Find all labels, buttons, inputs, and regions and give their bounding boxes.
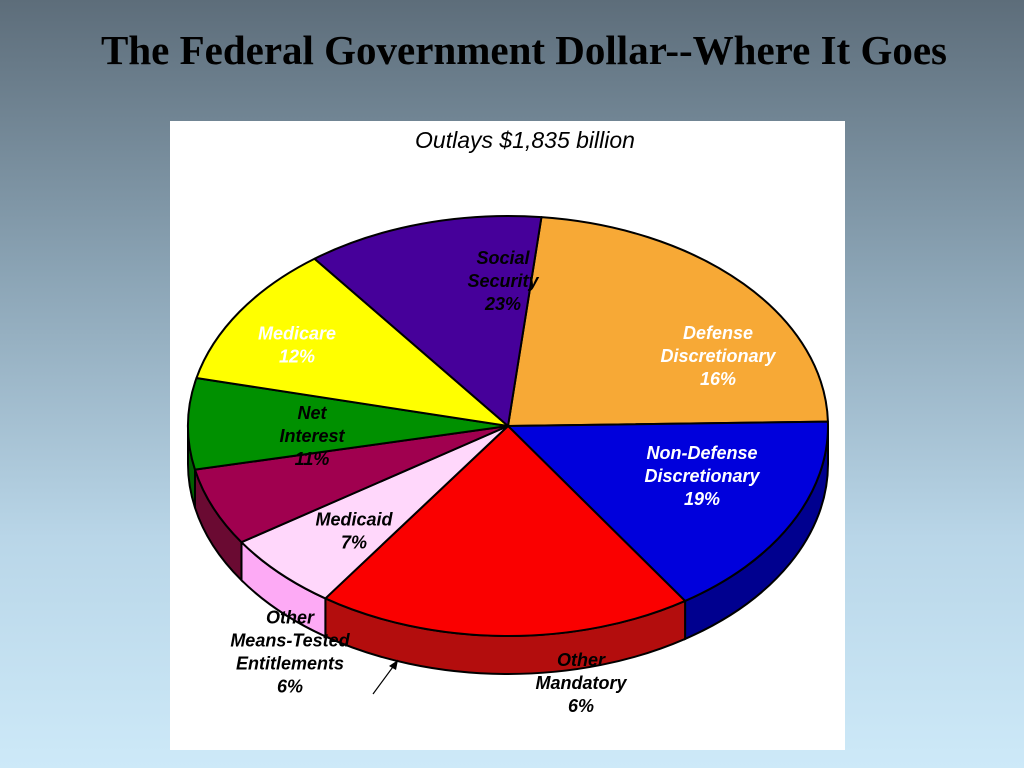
pie-label-net-interest: Net Interest 11% (279, 403, 345, 469)
pie-label-line: Discretionary (644, 466, 760, 486)
pie-label-line: 6% (277, 677, 303, 697)
chart-title: Outlays $1,835 billion (415, 127, 635, 153)
label-pointer-arrowhead (389, 660, 398, 670)
pie-slice-social-security (507, 216, 829, 427)
pie-label-line: Means-Tested (230, 631, 350, 651)
pie-label-line: Security (467, 271, 539, 291)
pie-label-line: Medicare (258, 324, 336, 344)
pie-slice-other-means-tested-entitlements (193, 425, 509, 544)
pie-label-non-defense-discretionary: Non-Defense Discretionary 19% (644, 443, 760, 509)
slide-title: The Federal Government Dollar--Where It … (100, 27, 947, 73)
pie-label-other-means-tested-entitlements: Other Means-Tested Entitlements 6% (230, 608, 350, 697)
pie-label-line: Discretionary (660, 346, 776, 366)
pie-label-line: 7% (341, 533, 367, 553)
pie-slice-other-mandatory (240, 425, 509, 600)
pie-label-line: Medicaid (315, 510, 393, 530)
pie-chart: Outlays $1,835 billion Social Security 23%… (187, 127, 829, 716)
pie-label-line: Entitlements (236, 654, 344, 674)
chart-panel: Outlays $1,835 billion Social Security 23%… (170, 121, 845, 750)
pie-labels: Social Security 23% Defense Discretionary 16%… (230, 248, 776, 716)
pie-label-line: 6% (568, 696, 594, 716)
pie-label-line: Mandatory (535, 673, 627, 693)
pie-label-other-mandatory: Other Mandatory 6% (535, 650, 627, 716)
pie-slice-net-interest (195, 257, 509, 427)
pie-label-line: Defense (683, 323, 753, 343)
pie-label-medicaid: Medicaid 7% (315, 510, 393, 553)
pie-slices (187, 215, 829, 637)
pie-label-line: 16% (700, 369, 736, 389)
pie-slice-medicare (313, 215, 543, 427)
pie-label-line: Other (266, 608, 315, 628)
pie-slice-non-defense-discretionary (324, 425, 687, 637)
pie-slice-medicaid (187, 377, 509, 471)
pie-label-line: 12% (279, 347, 315, 367)
pie-label-line: Non-Defense (646, 443, 757, 463)
pie-label-social-security: Social Security 23% (467, 248, 539, 314)
pie-label-line: 23% (484, 294, 521, 314)
pie-slice-defense-discretionary (507, 420, 829, 602)
pie-label-line: Net (297, 403, 327, 423)
pie-label-defense-discretionary: Defense Discretionary 16% (660, 323, 776, 389)
pie-label-line: Social (476, 248, 530, 268)
pie-label-medicare: Medicare 12% (258, 324, 336, 367)
pie-label-line: Interest (279, 426, 345, 446)
pie-label-line: 19% (684, 489, 720, 509)
pie-label-line: Other (557, 650, 606, 670)
pie-label-line: 11% (295, 449, 330, 469)
